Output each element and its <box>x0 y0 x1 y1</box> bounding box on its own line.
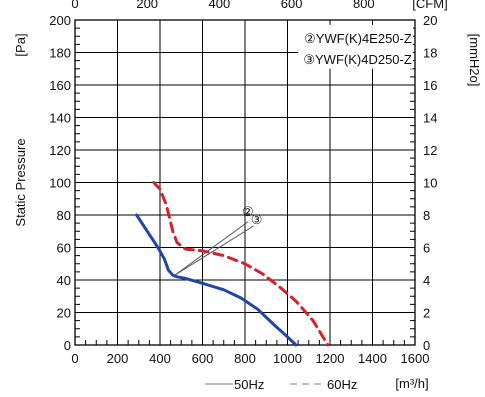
annotation-2: ② <box>242 204 254 219</box>
x-tick-label-400: 400 <box>149 351 171 366</box>
x-unit-bottom: [m³/h] <box>395 376 428 391</box>
annotation-3: ③ <box>251 212 263 227</box>
y-tick-label-140: 140 <box>49 111 71 126</box>
y-tick-label-60: 60 <box>57 241 71 256</box>
x-tick-label-600: 600 <box>192 351 214 366</box>
y-tick-label-180: 180 <box>49 46 71 61</box>
plot-frame <box>74 19 416 346</box>
legend-model-1: ②YWF(K)4E250-Z <box>304 31 412 46</box>
y-tick-label-160: 160 <box>49 78 71 93</box>
x-tick-label-1600: 1600 <box>401 351 430 366</box>
x-tick-label-1000: 1000 <box>273 351 302 366</box>
leader-line-3 <box>174 225 254 276</box>
ticks <box>75 27 415 345</box>
top-tick-label-200: 200 <box>136 0 158 11</box>
curves <box>135 181 330 347</box>
legend-model-2: ③YWF(K)4D250-Z <box>303 52 412 67</box>
leader-line-2 <box>174 221 249 276</box>
right-tick-label-18: 18 <box>423 46 437 61</box>
y-tick-label-80: 80 <box>57 208 71 223</box>
x-unit-top: [CFM] <box>412 0 447 11</box>
x-tick-label-200: 200 <box>107 351 129 366</box>
y-tick-label-100: 100 <box>49 176 71 191</box>
top-tick-label-600: 600 <box>281 0 303 11</box>
grid <box>74 19 416 346</box>
x-tick-label-0: 0 <box>71 351 78 366</box>
right-tick-label-8: 8 <box>423 208 430 223</box>
legend-50hz: 50Hz <box>234 377 264 392</box>
right-tick-label-12: 12 <box>423 143 437 158</box>
right-tick-label-6: 6 <box>423 241 430 256</box>
y-tick-label-120: 120 <box>49 143 71 158</box>
y-unit-left: [Pa] <box>13 33 28 56</box>
right-tick-label-14: 14 <box>423 111 437 126</box>
top-tick-label-800: 800 <box>353 0 375 11</box>
curve-ywfk4d250z <box>152 181 330 347</box>
right-tick-label-0: 0 <box>423 338 430 353</box>
right-tick-label-20: 20 <box>423 13 437 28</box>
right-tick-label-10: 10 <box>423 176 437 191</box>
legend-box: ②YWF(K)4E250-Z ③YWF(K)4D250-Z <box>298 24 413 69</box>
right-tick-label-4: 4 <box>423 273 430 288</box>
x-tick-label-800: 800 <box>234 351 256 366</box>
right-tick-label-16: 16 <box>423 78 437 93</box>
top-tick-label-0: 0 <box>71 0 78 11</box>
curve-ywfk4e250z <box>135 213 298 347</box>
y-tick-label-200: 200 <box>49 13 71 28</box>
x-tick-label-1200: 1200 <box>316 351 345 366</box>
y-tick-label-0: 0 <box>64 338 71 353</box>
x-tick-label-1400: 1400 <box>358 351 387 366</box>
top-tick-label-400: 400 <box>209 0 231 11</box>
curve-annotations: ② ③ <box>174 204 263 276</box>
right-tick-label-2: 2 <box>423 306 430 321</box>
tick-labels: 0 200 400 600 800 1000 1200 1400 160002040608010… <box>49 0 437 366</box>
line-legend: 50Hz 60Hz <box>205 377 357 392</box>
y-axis-label: Static Pressure <box>13 138 28 226</box>
y-tick-label-40: 40 <box>57 273 71 288</box>
y-unit-right: [mmH2o] <box>467 34 482 87</box>
legend-60hz: 60Hz <box>327 377 357 392</box>
y-tick-label-20: 20 <box>57 306 71 321</box>
